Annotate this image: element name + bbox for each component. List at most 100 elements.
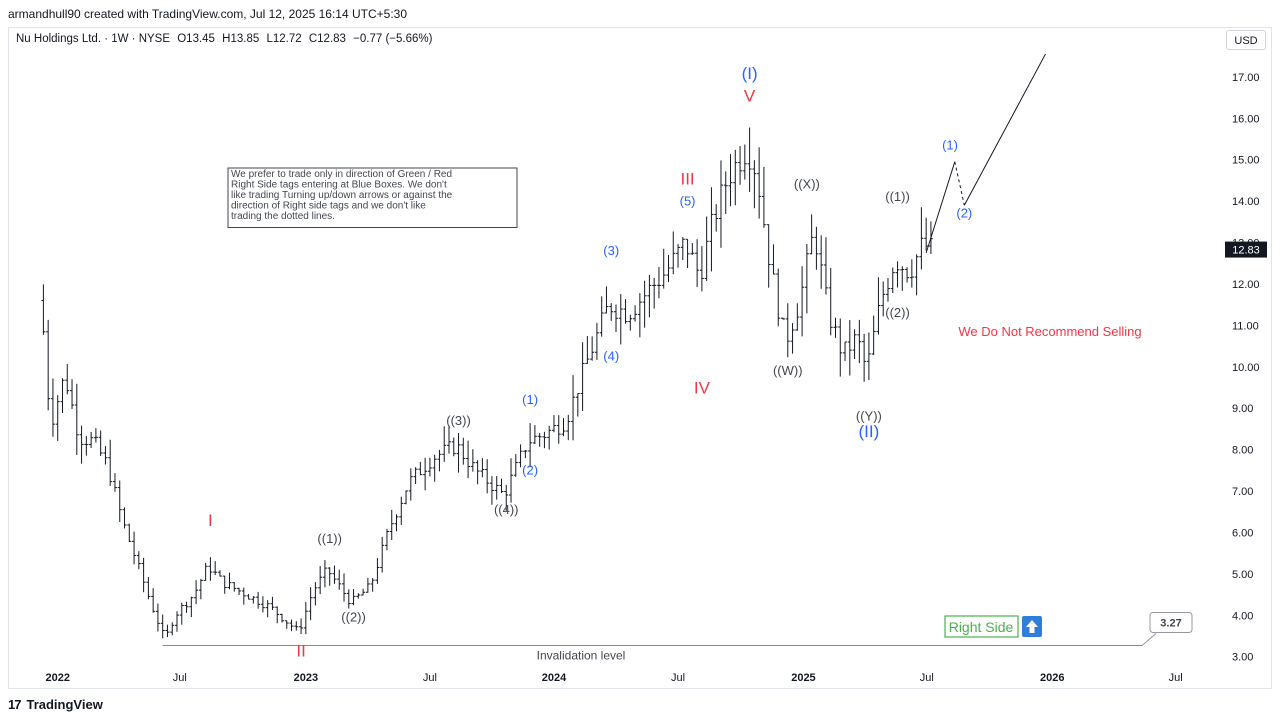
wave-label: ((4)) [494, 502, 519, 517]
ohlc-bar [852, 329, 857, 360]
wave-label: IV [694, 379, 711, 398]
last-price-label: 12.83 [1232, 245, 1260, 257]
ohlc-bar [308, 587, 313, 621]
x-tick-label: Jul [1169, 672, 1183, 684]
x-tick-label: 2026 [1040, 672, 1064, 684]
ohlc-bar [117, 480, 122, 523]
ohlc-bar [84, 435, 89, 456]
ohlc-bar [833, 317, 838, 338]
x-tick-label: Jul [671, 672, 685, 684]
tradingview-footer[interactable]: 17 TradingView [8, 697, 103, 712]
ohlc-bar [862, 333, 867, 382]
ohlc-bar [723, 171, 728, 214]
ohlc-bar [461, 437, 466, 465]
x-tick-label: 2022 [45, 672, 69, 684]
ohlc-bar [485, 459, 490, 494]
ohlc-bar [785, 303, 790, 358]
wave-label: ((1)) [885, 189, 910, 204]
ohlc-bar [594, 322, 599, 360]
ohlc-bar [270, 596, 275, 611]
ohlc-bar [198, 578, 203, 600]
ohlc-bar [838, 318, 843, 377]
wave-label: (3) [603, 243, 619, 258]
x-tick-label: 2024 [542, 672, 567, 684]
wave-label: (1) [522, 392, 538, 407]
y-tick-label: 15.00 [1232, 155, 1260, 167]
ohlc-bar [890, 267, 895, 293]
ohlc-bar [351, 589, 356, 606]
x-tick-label: 2025 [791, 672, 815, 684]
wave-label: ((W)) [773, 363, 803, 378]
ohlc-bar [513, 454, 518, 477]
ohlc-bar [580, 342, 585, 411]
ohlc-bar [599, 296, 604, 337]
wave-label: ((2)) [885, 305, 910, 320]
ohlc-bar [652, 277, 657, 309]
ohlc-open: O13.45 [177, 33, 215, 45]
ohlc-bar [184, 601, 189, 613]
ohlc-bar [136, 551, 141, 570]
ohlc-bar [318, 566, 323, 595]
ohlc-bar [614, 304, 618, 333]
ohlc-bar [275, 606, 280, 624]
ohlc-bar [108, 439, 113, 486]
ohlc-bar [55, 395, 60, 441]
ohlc-bar [690, 243, 695, 255]
ohlc-bar [194, 580, 199, 605]
ohlc-bar [561, 418, 566, 437]
ohlc-bar [289, 619, 294, 632]
ohlc-low: L12.72 [266, 33, 302, 45]
ohlc-bar [456, 433, 461, 473]
wave-labels-layer: III((1))((2))((3))((4))(1)(2)(3)(4)(5)II… [208, 64, 1142, 661]
ohlc-bar [346, 589, 351, 609]
ohlc-bar [241, 587, 246, 605]
ohlc-bar [532, 425, 537, 444]
ohlc-bar [394, 514, 399, 532]
ohlc-bar [718, 160, 723, 248]
ohlc-bar [771, 244, 776, 275]
ohlc-bar [571, 375, 576, 441]
ohlc-bar [151, 588, 156, 613]
symbol-name[interactable]: Nu Holdings Ltd. · 1W · NYSE [16, 33, 171, 45]
ohlc-bar [222, 575, 227, 594]
ohlc-bar [303, 601, 308, 635]
ohlc-bar [695, 239, 700, 288]
ohlc-bar [260, 596, 265, 613]
wave-label: ((X)) [794, 177, 820, 192]
y-tick-label: 7.00 [1232, 486, 1253, 498]
ohlc-bar [475, 460, 480, 485]
symbol-info[interactable]: Nu Holdings Ltd. · 1W · NYSE O13.45 H13.… [16, 33, 436, 45]
ohlc-bar [623, 299, 628, 324]
ohlc-bar [74, 383, 79, 455]
ohlc-bar [256, 591, 261, 609]
chart-credit: armandhull90 created with TradingView.co… [8, 7, 408, 21]
ohlc-bar [404, 490, 409, 505]
chart-pane[interactable] [8, 27, 1272, 689]
ohlc-bar [814, 226, 819, 270]
wave-label: ((Y)) [856, 409, 882, 424]
ohlc-bar [642, 280, 647, 328]
ohlc-bar [446, 425, 451, 454]
ohlc-bar [451, 437, 456, 457]
ohlc-bar [666, 255, 671, 282]
ohlc-bar [423, 457, 428, 491]
x-tick-label: Jul [173, 672, 187, 684]
ohlc-bar [742, 144, 747, 180]
ohlc-bar [790, 323, 795, 354]
ohlc-bar [781, 317, 786, 320]
ohlc-bar [823, 237, 828, 295]
ohlc-bar [843, 341, 848, 361]
right-side-box [944, 615, 1019, 638]
ohlc-bar [900, 266, 905, 291]
ohlc-bar [70, 379, 75, 409]
ohlc-bar [93, 428, 98, 443]
ohlc-bar [380, 536, 385, 573]
ohlc-bar [65, 364, 70, 395]
ohlc-bar [313, 582, 318, 606]
ohlc-bar [60, 378, 65, 413]
y-tick-label: 8.00 [1232, 445, 1253, 457]
currency-button[interactable]: USD [1226, 30, 1266, 50]
ohlc-bar [633, 305, 638, 322]
ohlc-bar [499, 478, 504, 494]
